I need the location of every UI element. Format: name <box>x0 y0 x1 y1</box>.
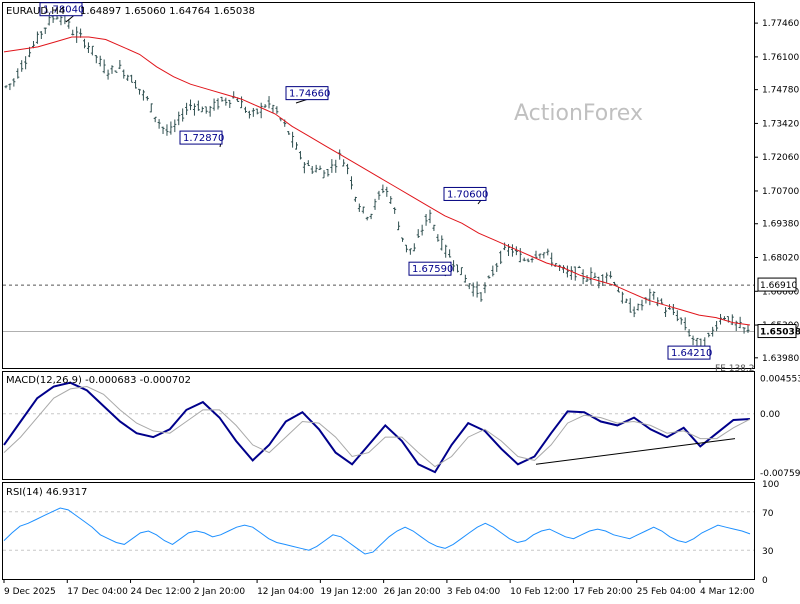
macd-tick-label: 0.00 <box>760 410 780 420</box>
macd-layer <box>3 381 754 474</box>
moving-average-line <box>3 36 751 326</box>
price-tick-label: 1.63980 <box>762 354 799 364</box>
annotation-label: 1.78040 <box>43 5 84 16</box>
watermark: ActionForex <box>514 101 643 126</box>
annotation-label: 1.70600 <box>447 189 488 200</box>
fe-partial-label: FE 138.2 <box>715 364 755 374</box>
annotation-label: 1.64210 <box>671 348 712 359</box>
x-tick-label: 25 Feb 04:00 <box>637 587 696 597</box>
grid-layer <box>3 284 754 333</box>
macd-trendline <box>535 438 736 465</box>
annotation-label: 1.72870 <box>183 133 224 144</box>
annotation-box <box>285 86 329 101</box>
macd-line <box>3 381 751 474</box>
price-tick-label: 1.70700 <box>762 187 799 197</box>
annotation-label: 1.74660 <box>289 89 330 100</box>
price-tick-label: 1.72060 <box>762 153 799 163</box>
annotation-box <box>179 130 223 145</box>
price-tick-label: 1.68020 <box>762 254 799 264</box>
annotation-layer: 1.78040 1.72870 1.74660 1.70600 1.67590 1.642… <box>39 2 712 360</box>
rsi-title: RSI(14) 46.9317 <box>6 487 87 498</box>
x-tick-label: 4 Mar 12:00 <box>700 587 755 597</box>
price-tick-label: 1.73420 <box>762 119 799 129</box>
x-tick-label: 9 Dec 2025 <box>4 587 56 597</box>
rsi-line <box>3 507 751 555</box>
x-tick-label: 3 Feb 04:00 <box>447 587 501 597</box>
rsi-panel <box>2 482 755 580</box>
price-tick-label: 1.69380 <box>762 220 799 230</box>
symbol-label: EURAUD,H4 <box>6 6 65 17</box>
price-tick-label: 1.76100 <box>762 53 799 63</box>
price-panel <box>2 2 755 369</box>
macd-tick-label: 0.004553 <box>760 374 800 384</box>
macd-tick-label: -0.007593 <box>760 469 800 479</box>
level-label: 1.66910 <box>760 281 797 291</box>
annotation-box <box>667 345 711 360</box>
rsi-tick-label: 0 <box>762 576 768 586</box>
annotation-box <box>39 2 83 17</box>
x-tick-label: 17 Dec 04:00 <box>67 587 128 597</box>
x-tick-label: 19 Jan 12:00 <box>320 587 377 597</box>
x-tick-label: 26 Jan 20:00 <box>384 587 441 597</box>
rsi-layer <box>3 507 754 555</box>
x-tick-label: 10 Feb 12:00 <box>510 587 569 597</box>
rsi-tick-label: 70 <box>762 509 774 519</box>
current-price-box <box>757 324 797 339</box>
macd-signal-line <box>3 385 751 468</box>
price-tick-label: 1.77460 <box>762 19 799 29</box>
macd-panel <box>2 371 755 480</box>
x-tick-label: 2 Jan 20:00 <box>194 587 246 597</box>
current-price-label: 1.65038 <box>760 328 800 338</box>
x-tick-label: 17 Feb 20:00 <box>573 587 632 597</box>
ohlc-values: 1.64897 1.65060 1.64764 1.65038 <box>80 6 255 17</box>
annotation-label: 1.67590 <box>412 264 453 275</box>
macd-title: MACD(12,26,9) -0.000683 -0.000702 <box>6 375 191 386</box>
axis-layer: 1.77460 1.76100 1.74780 1.73420 1.72060 1.707… <box>3 19 800 597</box>
x-tick-label: 12 Jan 04:00 <box>257 587 314 597</box>
annotation-box <box>408 261 452 276</box>
rsi-tick-label: 100 <box>762 480 779 490</box>
annotation-box <box>443 186 487 201</box>
x-tick-label: 24 Dec 12:00 <box>131 587 192 597</box>
price-tick-label: 1.66660 <box>762 287 799 297</box>
rsi-tick-label: 30 <box>762 547 774 557</box>
level-label-box <box>757 277 797 292</box>
price-tick-label: 1.74780 <box>762 86 799 96</box>
